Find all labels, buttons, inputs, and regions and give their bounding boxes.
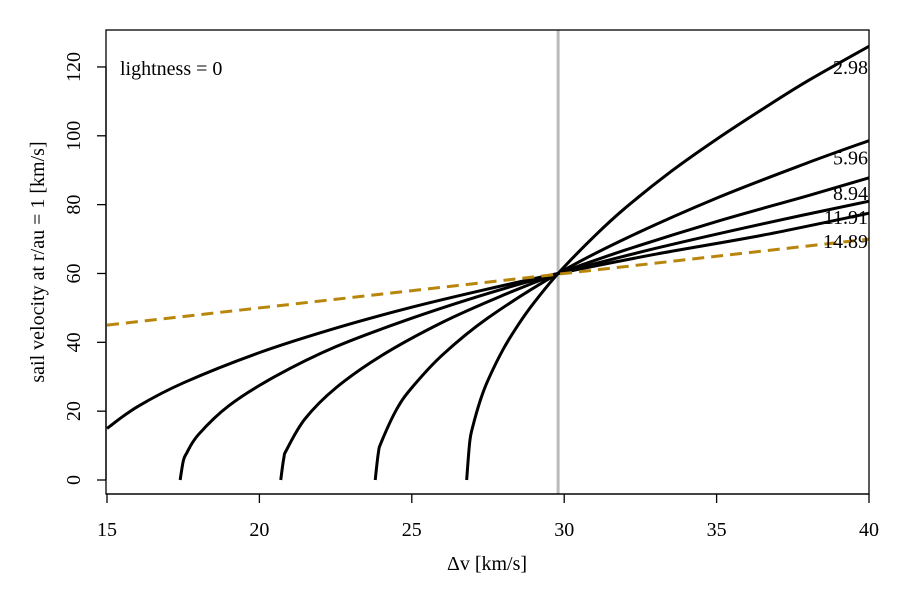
y-tick-label: 20	[63, 401, 85, 421]
x-tick-label: 15	[97, 519, 117, 541]
y-tick-label: 60	[63, 263, 85, 283]
series-line-8-94	[279, 176, 869, 481]
plot-frame	[105, 29, 870, 495]
annotation-lightness: lightness = 0	[120, 58, 222, 80]
x-tick-label: 20	[249, 519, 269, 541]
y-tick-label: 0	[63, 475, 85, 485]
y-axis-label: sail velocity at r/au = 1 [km/s]	[27, 141, 49, 382]
x-tick-label: 40	[859, 519, 879, 541]
series-label: 2.98	[833, 57, 868, 79]
series-label: 14.89	[823, 231, 868, 253]
series-line-11-91	[178, 199, 869, 481]
series-line-14-89	[106, 211, 869, 430]
series-label: 11.91	[824, 207, 868, 229]
y-tick-label: 40	[63, 332, 85, 352]
axes-layer: 15 20 25 30 35 40 0 20 40 60 80 100 120	[63, 52, 879, 541]
series-label: 8.94	[833, 183, 868, 205]
y-tick-label: 80	[63, 195, 85, 215]
x-axis-label: Δv [km/s]	[447, 553, 527, 575]
x-tick-label: 30	[554, 519, 574, 541]
x-tick-label: 35	[707, 519, 727, 541]
x-tick-label: 25	[402, 519, 422, 541]
series-line-2-98	[465, 45, 869, 481]
y-tick-label: 100	[63, 121, 85, 151]
series-line-lightness-0	[106, 237, 869, 327]
series-line-5-96	[373, 139, 869, 481]
y-tick-label: 120	[63, 52, 85, 82]
series-label: 5.96	[833, 148, 868, 170]
